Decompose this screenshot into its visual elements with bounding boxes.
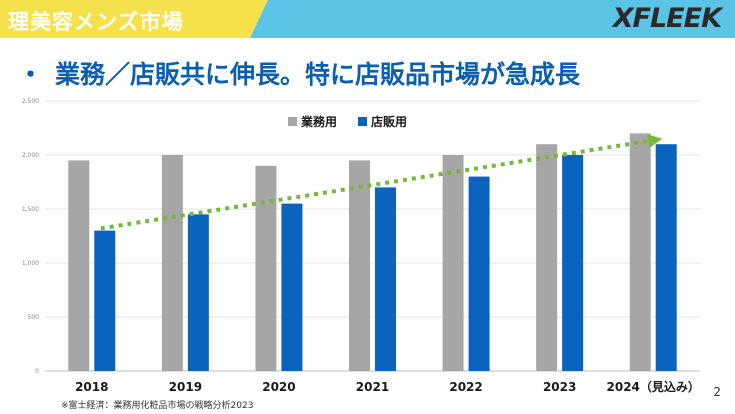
headline-text: 業務／店販共に伸長。特に店販品市場が急成長 [55, 60, 581, 89]
y-tick-label: 2,000 [22, 152, 39, 159]
x-tick-label: 2019 [169, 380, 202, 394]
bar-tenpan [281, 203, 303, 371]
legend-swatch [288, 117, 297, 126]
x-tick-label: 2024（見込み） [607, 379, 700, 394]
legend-swatch [358, 117, 367, 126]
y-tick-label: 1,000 [22, 260, 39, 267]
header-band-background [0, 0, 735, 38]
x-tick-label: 2018 [75, 380, 108, 394]
bar-tenpan [375, 187, 396, 371]
headline: ・業務／店販共に伸長。特に店販品市場が急成長 [18, 55, 580, 91]
section-title: 理美容メンズ市場 [8, 10, 184, 34]
page-number: 2 [713, 385, 721, 399]
trend-arrow-head [647, 134, 663, 148]
bar-gyomu [536, 144, 558, 371]
bar-gyomu [442, 155, 464, 371]
y-tick-label: 500 [28, 314, 40, 321]
y-tick-label: 1,500 [22, 206, 39, 213]
legend-label: 業務用 [300, 114, 337, 129]
bar-gyomu [349, 160, 370, 371]
x-tick-label: 2022 [449, 380, 482, 394]
legend-label: 店販用 [371, 114, 407, 129]
source-note: ※富士経済：業務用化粧品市場の戦略分析2023 [61, 401, 254, 411]
bar-gyomu [255, 165, 277, 371]
x-tick-label: 2021 [356, 380, 389, 394]
bar-tenpan [94, 230, 116, 371]
headline-bullet: ・ [18, 60, 44, 89]
header-band [0, 0, 735, 38]
bar-tenpan [468, 176, 490, 371]
x-tick-label: 2020 [262, 380, 295, 394]
y-tick-label: 0 [35, 368, 39, 375]
bar-tenpan [655, 144, 677, 371]
y-tick-label: 2,500 [22, 98, 39, 105]
bar-gyomu [161, 155, 183, 371]
trend-arrow-line [100, 139, 649, 231]
bar-gyomu [629, 133, 651, 371]
bar-tenpan [187, 214, 209, 371]
x-tick-label: 2023 [543, 380, 576, 394]
brand-logo: XFLEEK [612, 3, 722, 34]
bar-tenpan [562, 155, 584, 371]
bar-gyomu [68, 160, 90, 371]
